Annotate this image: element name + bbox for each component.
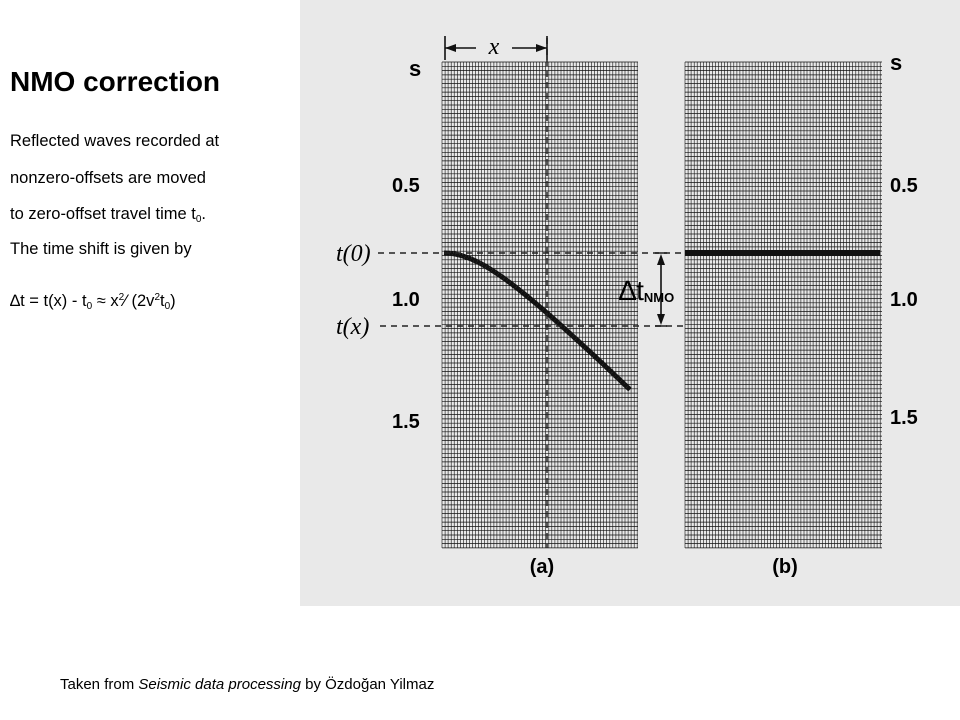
offset-label: x — [488, 34, 500, 60]
tx-label: t(x) — [336, 314, 369, 340]
flattened-reflection-event — [685, 250, 880, 256]
slide-title: NMO correction — [10, 66, 221, 97]
t0-label: t(0) — [336, 241, 371, 267]
tick-1.5-right: 1.5 — [890, 407, 918, 429]
svg-text:∆tNMO: ∆tNMO — [619, 275, 674, 306]
delta-t-nmo-label: ∆t — [619, 275, 644, 306]
nmo-subscript: NMO — [644, 290, 674, 305]
body-text-line-1: Reflected waves recorded at — [10, 132, 220, 150]
body-text-line-2: nonzero-offsets are moved — [10, 169, 206, 187]
nmo-formula: ∆t = t(x) - t0 ≈ x2⁄ (2v2t0) — [10, 292, 176, 312]
panel-a-label: (a) — [530, 556, 554, 578]
tick-1.0-left: 1.0 — [392, 289, 420, 311]
panel-a-gather — [441, 61, 638, 549]
time-unit-left: s — [409, 56, 421, 81]
body-text-line-3: to zero-offset travel time t0. — [10, 205, 207, 225]
panel-b-label: (b) — [772, 556, 798, 578]
tick-0.5-left: 0.5 — [392, 175, 420, 197]
tick-1.5-left: 1.5 — [392, 411, 420, 433]
body-text-line-4: The time shift is given by — [10, 240, 192, 258]
panel-b-gather — [684, 61, 882, 549]
tick-0.5-right: 0.5 — [890, 175, 918, 197]
nmo-figure: x ∆tNMO s 0.5 1.0 1.5 t(0) t(x) s 0.5 1.… — [300, 0, 960, 606]
hyperbolic-reflection-event — [443, 250, 632, 392]
source-credit: Taken from Seismic data processing by Öz… — [60, 676, 435, 693]
time-unit-right: s — [890, 50, 902, 75]
tick-1.0-right: 1.0 — [890, 289, 918, 311]
